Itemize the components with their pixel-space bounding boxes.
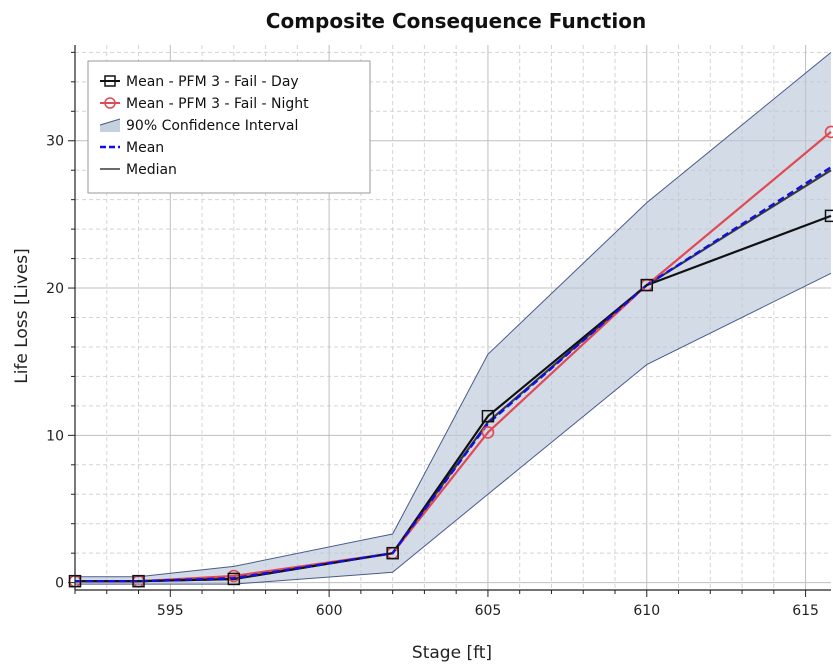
legend-label: Median xyxy=(126,162,177,178)
x-tick-label: 605 xyxy=(475,603,502,619)
confidence-band-upper-edge xyxy=(75,52,832,578)
x-axis-label: Stage [ft] xyxy=(412,643,492,663)
legend-label: 90% Confidence Interval xyxy=(126,118,298,134)
legend-symbol-circle xyxy=(104,97,116,109)
day-point xyxy=(386,546,399,560)
y-tick-label: 0 xyxy=(55,576,64,592)
legend-symbol-band-edge xyxy=(99,118,121,126)
confidence-band-lower-edge xyxy=(75,272,832,585)
x-tick-label: 595 xyxy=(157,603,184,619)
legend-label: Mean - PFM 3 - Fail - Day xyxy=(126,74,299,90)
x-tick-label: 600 xyxy=(316,603,343,619)
series-layer xyxy=(68,125,833,588)
axes: 595 600 605 610 615 0 10 20 30 xyxy=(46,45,831,619)
day-point xyxy=(824,209,833,223)
legend-box xyxy=(87,60,371,194)
x-tick-label: 615 xyxy=(792,603,819,619)
night-point xyxy=(481,426,495,439)
y-tick-label: 30 xyxy=(46,134,64,150)
y-axis-label: Life Loss [Lives] xyxy=(12,248,32,384)
day-point xyxy=(132,574,145,588)
day-point xyxy=(481,409,495,423)
night-point xyxy=(824,125,833,139)
day-point xyxy=(640,278,654,292)
x-tick-label: 610 xyxy=(633,603,660,619)
y-tick-label: 10 xyxy=(46,428,64,444)
legend-label: Mean xyxy=(126,140,164,156)
series-line-mean xyxy=(75,166,832,583)
chart-title: Composite Consequence Function xyxy=(266,9,646,33)
legend-label: Mean - PFM 3 - Fail - Night xyxy=(126,96,309,112)
day-point xyxy=(227,572,241,586)
legend: Mean - PFM 3 - Fail - Day Mean - PFM 3 - … xyxy=(87,60,371,194)
legend-symbol-band xyxy=(100,119,120,132)
legend-symbol-square xyxy=(104,75,116,87)
y-tick-label: 20 xyxy=(46,281,64,297)
